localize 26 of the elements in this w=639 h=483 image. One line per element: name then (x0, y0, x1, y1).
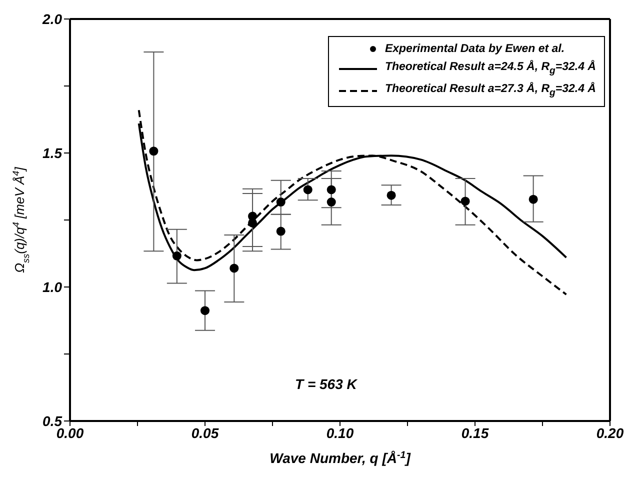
point (326, 198, 336, 207)
point (172, 251, 182, 260)
y-tick-label: 0.5 (42, 412, 62, 429)
line-series (138, 109, 568, 296)
point (460, 196, 470, 206)
x-tick-label: 0.10 (326, 424, 354, 441)
x-tick-label: 0.20 (596, 424, 624, 441)
annotation: T = 563 K (295, 376, 357, 392)
y-tick-label: 2.0 (42, 10, 62, 27)
y-tick-label: 1.5 (42, 144, 62, 161)
point (528, 194, 538, 204)
legend-label: Theoretical Result a=27.3 Å, R$_{g}$=32.4 Å (384, 81, 596, 101)
x-axis-title: Wave Number, q [Å$^{-1}$] (270, 450, 412, 466)
point (149, 146, 158, 156)
legend-label: Experimental Data by Ewen et al. (384, 42, 565, 57)
x-tick-label: 0.15 (461, 424, 489, 441)
x-tick-label: 0.05 (191, 424, 219, 441)
point (326, 185, 336, 194)
point (230, 264, 239, 273)
point (276, 198, 286, 207)
legend-label: Theoretical Result a=24.5 Å, R$_{g}$=32.4 Å (384, 59, 596, 78)
y-tick-label: 1.0 (42, 278, 62, 295)
point (276, 226, 286, 236)
point (200, 306, 210, 316)
point (303, 185, 312, 194)
point (386, 190, 396, 200)
